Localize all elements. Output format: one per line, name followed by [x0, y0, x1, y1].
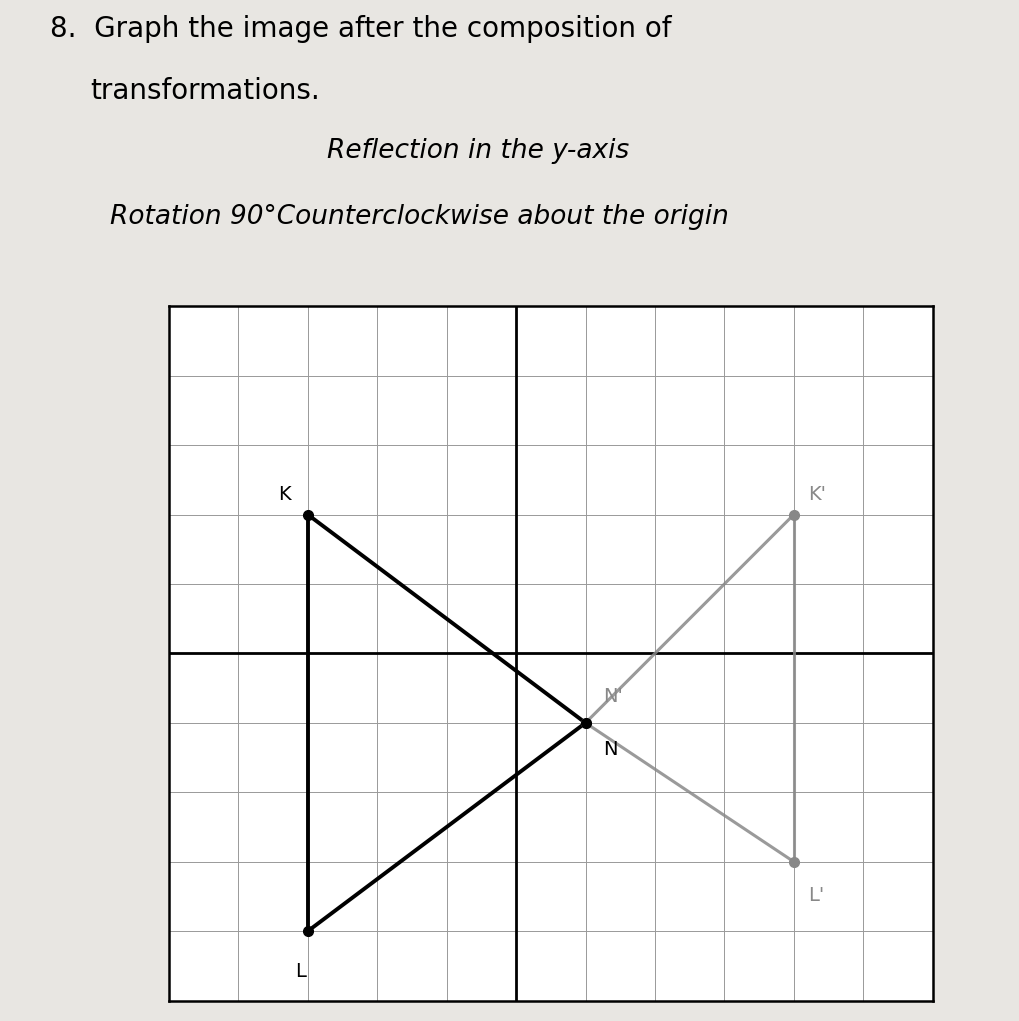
Text: L': L'	[807, 886, 823, 905]
Text: L: L	[296, 963, 306, 981]
Text: Reflection in the y-axis: Reflection in the y-axis	[327, 138, 629, 163]
Text: N: N	[602, 740, 616, 760]
Text: transformations.: transformations.	[90, 77, 319, 104]
Text: K': K'	[807, 485, 824, 504]
Text: K: K	[277, 485, 290, 504]
Text: N': N'	[602, 686, 623, 706]
Text: 8.  Graph the image after the composition of: 8. Graph the image after the composition…	[50, 15, 672, 43]
Text: Rotation 90°Counterclockwise about the origin: Rotation 90°Counterclockwise about the o…	[110, 204, 728, 230]
